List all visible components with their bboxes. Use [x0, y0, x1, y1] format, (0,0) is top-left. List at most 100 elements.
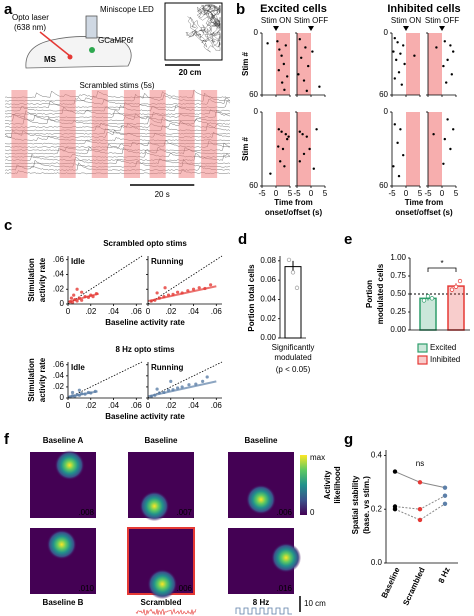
stim-label: Stim ON	[391, 16, 421, 25]
y-tick-label: 60	[379, 90, 388, 99]
ms-site	[67, 54, 73, 60]
point	[421, 298, 427, 303]
y-tick-label: 0.0	[371, 558, 383, 567]
cell-point	[72, 293, 76, 297]
corner-value: .008	[78, 508, 94, 517]
y-tick-label: 0	[60, 393, 65, 402]
group-title: 8 Hz opto stims	[115, 345, 175, 354]
y-tick-label: .06	[53, 255, 65, 264]
cell-point	[209, 283, 213, 287]
point	[453, 284, 459, 289]
y-axis-label: Stim #	[241, 136, 250, 161]
spike	[452, 50, 455, 53]
spike	[392, 50, 395, 53]
cell-point	[169, 379, 173, 383]
spike	[311, 50, 314, 53]
y-tick-label: 0.04	[260, 295, 276, 304]
calcium-trace	[4, 113, 231, 122]
spike	[396, 141, 399, 145]
point	[449, 287, 455, 292]
x-tick-label: .04	[188, 401, 200, 410]
spike	[435, 46, 438, 49]
y-axis-label: Stimulation	[27, 258, 36, 302]
spike	[281, 147, 285, 151]
stim-band	[297, 112, 311, 186]
fiber	[39, 31, 71, 57]
y-axis-label: Portion total cells	[247, 264, 256, 332]
spike	[302, 79, 306, 82]
x-axis-label: onset/offset (s)	[395, 208, 453, 217]
category-label: modulated	[274, 353, 311, 362]
spike	[269, 172, 272, 175]
x-tick-label: .04	[108, 307, 120, 316]
spike	[305, 135, 308, 138]
y-tick-label: .06	[53, 360, 65, 369]
point	[429, 296, 435, 301]
stim-arrow	[308, 26, 314, 31]
label: MS	[44, 55, 57, 64]
category-label: 8 Hz	[437, 566, 452, 585]
stim-band	[59, 90, 76, 178]
x-tick-label: 5	[418, 189, 423, 198]
x-tick-label: .02	[165, 307, 177, 316]
bar	[419, 297, 437, 331]
corner-value: .007	[176, 508, 192, 517]
calcium-trace	[5, 100, 231, 109]
y-tick-label: .04	[53, 270, 65, 279]
colorbar-label: 0	[310, 508, 315, 517]
spike	[442, 64, 445, 68]
y-tick-label: 60	[249, 181, 258, 190]
fit-line	[147, 380, 217, 398]
spike	[399, 52, 402, 55]
spike	[446, 118, 449, 121]
stim-band	[406, 112, 420, 186]
spike	[402, 153, 405, 157]
trajectory	[185, 4, 221, 53]
x-tick-label: -5	[388, 189, 396, 198]
y-tick-label: 60	[249, 90, 258, 99]
calcium-trace	[4, 151, 231, 158]
spike	[397, 174, 401, 178]
activity-peak	[139, 491, 170, 522]
spike	[402, 44, 405, 47]
x-tick-label: 0	[66, 401, 71, 410]
x-tick-label: .06	[211, 307, 223, 316]
plot-title: Running	[151, 257, 184, 266]
x-tick-label: 0	[66, 307, 71, 316]
calcium-trace	[4, 89, 231, 99]
spike	[315, 128, 318, 131]
corner-value: .006	[276, 508, 292, 517]
calcium-trace	[4, 128, 231, 135]
y-tick-label: 0	[384, 107, 389, 116]
spike	[400, 83, 403, 86]
label: GCaMP6f	[98, 36, 134, 45]
group-title: Scrambled opto stims	[103, 239, 187, 248]
y-tick-label: .02	[53, 284, 65, 293]
activity-peak	[271, 542, 302, 573]
label: Miniscope LED	[100, 5, 154, 14]
imaging-site	[89, 47, 95, 53]
stim-band	[297, 33, 311, 95]
y-tick-label: 1.00	[390, 253, 406, 262]
map-label: Baseline	[145, 436, 178, 445]
label: 20 cm	[179, 68, 202, 77]
cell-point	[155, 387, 159, 391]
stim-band	[428, 33, 442, 95]
point	[392, 506, 398, 512]
spike	[450, 73, 453, 76]
fit-line	[67, 390, 98, 398]
spike	[280, 81, 284, 84]
panel-label: d	[238, 231, 247, 248]
eight-hz-pattern	[235, 607, 292, 615]
cell-point	[205, 375, 209, 379]
x-tick-label: .04	[188, 307, 200, 316]
spike	[284, 44, 287, 47]
y-tick-label: 0.00	[390, 325, 406, 334]
point	[417, 506, 423, 512]
spike	[302, 152, 306, 156]
activity-peak	[46, 529, 77, 560]
spike	[282, 62, 286, 66]
y-tick-label: 0.25	[390, 307, 406, 316]
cell-point	[70, 390, 75, 395]
spike	[443, 137, 446, 141]
